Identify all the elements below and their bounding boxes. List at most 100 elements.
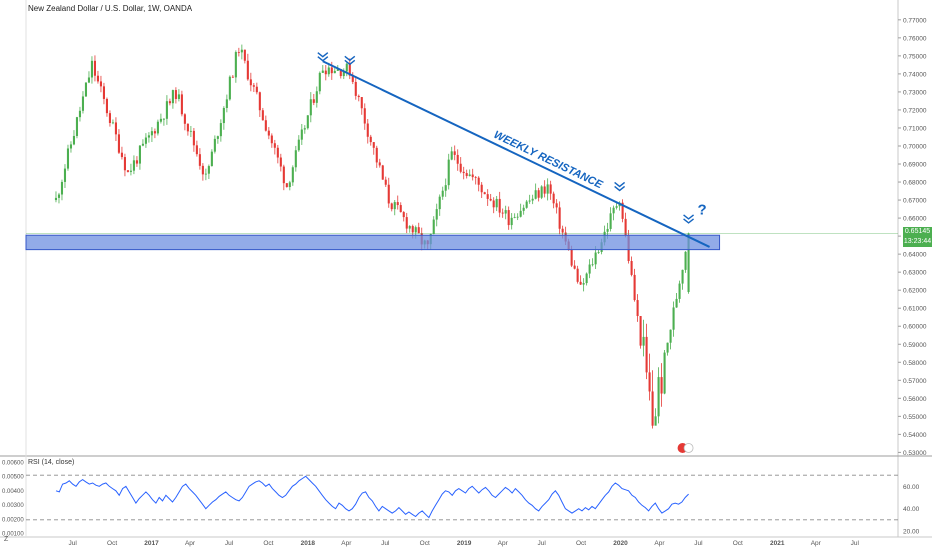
candle-body [222, 107, 225, 124]
candle-body [609, 213, 612, 229]
candle-body [213, 138, 216, 152]
candle-body [120, 152, 123, 158]
candle-body [384, 179, 387, 185]
price-tick-label: 0.66000 [903, 216, 927, 223]
candle-body [531, 198, 534, 201]
time-tick-label: 2021 [770, 540, 785, 547]
candle-body [642, 336, 645, 346]
candle-body [534, 190, 537, 199]
rsi-line [55, 475, 689, 519]
candle-body [453, 151, 456, 155]
corner-label: Z [4, 536, 9, 543]
candle-body [297, 139, 300, 151]
candle-body [153, 131, 156, 134]
candle-body [597, 251, 600, 253]
candle-body [123, 157, 126, 171]
price-tick-label: 0.58000 [903, 360, 927, 367]
candle-body [543, 186, 546, 194]
candle-body [144, 137, 147, 144]
candle-body [390, 203, 393, 210]
candle-body [480, 184, 483, 193]
candle-body [195, 145, 198, 155]
candle-body [186, 123, 189, 132]
candle-body [303, 128, 306, 130]
candle-body [396, 202, 399, 206]
candle-body [249, 79, 252, 86]
candle-body [225, 99, 228, 108]
candle-body [669, 329, 672, 343]
overlays: WEEKLY RESISTANCE? [25, 52, 898, 453]
rsi-left-tick: 0.00500 [2, 475, 24, 481]
candle-body [177, 94, 180, 99]
chevron-down-icon [614, 181, 626, 188]
time-tick-label: Jul [381, 540, 390, 547]
time-tick-label: Oct [733, 540, 743, 547]
rsi-left-tick: 0.00200 [2, 517, 24, 523]
candle-body [279, 157, 282, 167]
candle-body [300, 129, 303, 140]
time-tick-label: Jul [851, 540, 860, 547]
candle-body [309, 99, 312, 116]
candle-body [474, 177, 477, 178]
candle-body [471, 174, 474, 178]
time-tick-label: Apr [498, 540, 509, 547]
candle-body [549, 184, 552, 194]
candle-body [78, 110, 82, 118]
candle-body [651, 391, 654, 426]
candle-body [207, 166, 210, 174]
rsi-pane: 0.00600 0.00500 0.00400 0.00300 0.00200 0.001… [2, 461, 920, 538]
time-tick-label: Oct [263, 540, 273, 547]
price-pane [0, 0, 932, 538]
candle-body [138, 145, 141, 164]
candle-body [555, 203, 558, 208]
candle-body [654, 416, 657, 426]
candle-body [648, 372, 651, 392]
candle-body [255, 86, 258, 93]
time-tick-label: 2017 [144, 540, 159, 547]
candle-body [81, 96, 85, 111]
question-mark: ? [698, 201, 707, 218]
price-tick-label: 0.74000 [903, 71, 927, 78]
candle-body [435, 209, 438, 220]
candle-body [573, 265, 576, 269]
candle-body [150, 131, 153, 136]
candle-body [285, 183, 288, 188]
price-tick-label: 0.54000 [903, 432, 927, 439]
candle-body [240, 49, 243, 53]
candle-body [456, 154, 459, 164]
price-tick-label: 0.60000 [903, 324, 927, 331]
candle-body [444, 185, 447, 191]
candle-body [561, 228, 564, 233]
candle-body [129, 170, 132, 172]
candle-body [375, 147, 378, 163]
candle-body [168, 101, 171, 104]
candle-body [339, 69, 342, 77]
price-tick-label: 0.71000 [903, 125, 927, 132]
candle-body [552, 193, 555, 204]
candle-body [558, 207, 561, 229]
candle-body [69, 144, 73, 149]
candle-body [546, 184, 549, 194]
candle-body [576, 268, 579, 282]
candle-body [591, 264, 594, 266]
candle-body [264, 120, 267, 131]
candle-body [585, 273, 588, 284]
candle-body [87, 77, 91, 83]
candle-body [111, 122, 114, 124]
candle-body [378, 162, 381, 166]
candle-body [540, 186, 543, 198]
candle-body [216, 136, 219, 139]
chevron-down-icon [344, 59, 356, 66]
candle-body [537, 190, 540, 198]
candle-body [525, 201, 528, 208]
candle-body [501, 212, 504, 214]
candle-body [393, 202, 396, 210]
candle-body [645, 336, 648, 373]
price-tick-label: 0.63000 [903, 270, 927, 277]
candle-body [234, 52, 237, 78]
candle-body [438, 196, 441, 210]
candle-body [357, 95, 360, 98]
candle-body [636, 300, 639, 317]
candle-body [486, 194, 489, 199]
